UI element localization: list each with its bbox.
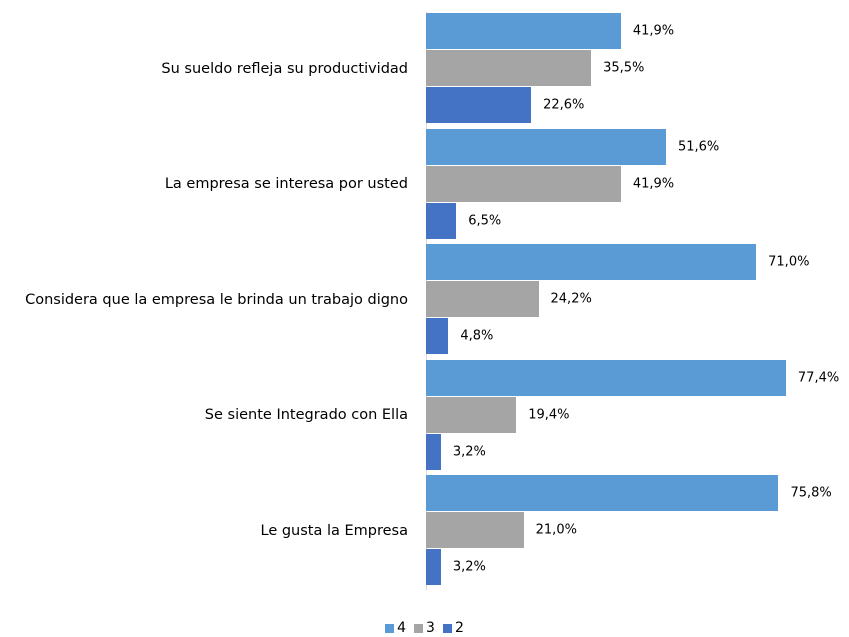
bar — [426, 359, 786, 396]
bar — [426, 396, 517, 433]
bar — [426, 318, 449, 354]
category-label-box: Su sueldo refleja su productividad — [0, 58, 408, 80]
bar — [426, 165, 621, 202]
value-label: 3,2% — [452, 559, 486, 575]
legend-label: 4 — [397, 620, 407, 636]
value-label: 3,2% — [452, 444, 486, 459]
legend-item: 2 — [442, 620, 464, 636]
bar — [426, 475, 779, 511]
category-label-box: La empresa se interesa por usted — [0, 173, 408, 195]
value-label: 35,5% — [603, 60, 645, 76]
legend-swatch — [385, 623, 395, 633]
value-label: 77,4% — [797, 370, 840, 385]
value-label: 19,4% — [528, 407, 570, 422]
value-label: 51,6% — [677, 139, 720, 154]
legend-swatch — [414, 623, 424, 633]
bar — [426, 244, 757, 280]
legend-item: 4 — [385, 620, 406, 636]
bar — [426, 128, 666, 165]
category-label: Le gusta la Empresa — [260, 522, 409, 539]
category-label-box: Le gusta la Empresa — [0, 520, 409, 542]
bar — [426, 512, 524, 548]
value-label: 75,8% — [790, 485, 832, 501]
category-label: Su sueldo refleja su productividad — [161, 60, 408, 77]
legend-item: 3 — [414, 620, 435, 636]
value-label: 41,9% — [632, 23, 675, 39]
category-label: Considera que la empresa le brinda un tr… — [25, 291, 408, 308]
legend: 4 3 2 — [0, 620, 849, 636]
category-label-box: Considera que la empresa le brinda un tr… — [0, 289, 408, 311]
category-label: La empresa se interesa por usted — [164, 176, 408, 192]
value-label: 6,5% — [468, 213, 502, 228]
bar — [426, 87, 532, 123]
value-label: 71,0% — [768, 254, 810, 270]
value-label: 21,0% — [535, 522, 577, 538]
bar — [426, 13, 621, 49]
legend-label: 2 — [454, 620, 464, 636]
legend-swatch — [442, 623, 452, 633]
category-label-box: Se siente Integrado con Ella — [0, 404, 408, 426]
value-label: 24,2% — [550, 291, 592, 307]
bar — [426, 50, 592, 86]
category-label: Se siente Integrado con Ella — [204, 407, 408, 423]
value-label: 41,9% — [632, 176, 675, 191]
value-label: 22,6% — [543, 97, 585, 113]
value-label: 4,8% — [460, 328, 494, 344]
bar — [426, 202, 457, 239]
bar — [426, 549, 441, 585]
bar — [426, 433, 441, 470]
legend-label: 3 — [426, 620, 435, 636]
bar — [426, 281, 539, 317]
